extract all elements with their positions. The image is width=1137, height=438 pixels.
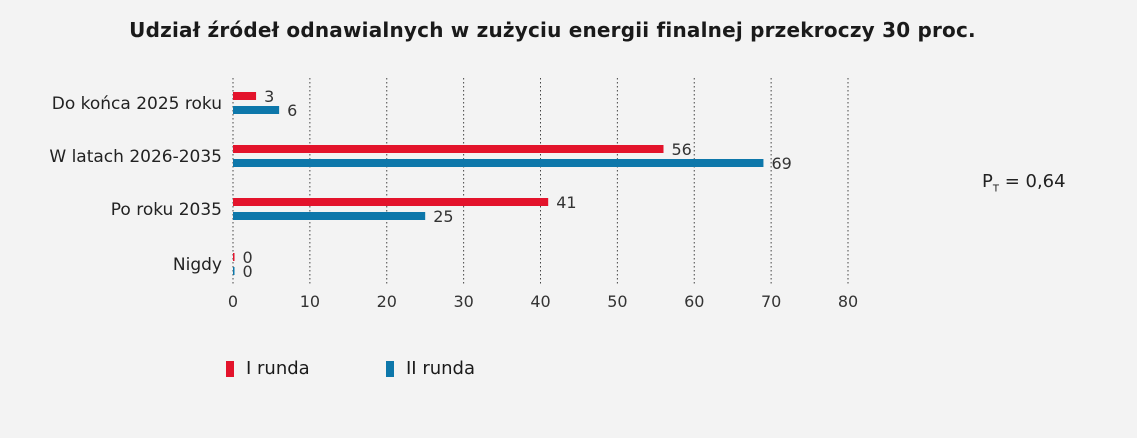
bar	[233, 253, 235, 261]
legend-label-series1: I runda	[246, 358, 310, 379]
bar	[233, 145, 664, 153]
bar	[233, 159, 764, 167]
statistic-subscript: T	[992, 183, 999, 195]
x-tick-label: 30	[453, 292, 473, 311]
category-label: Nigdy	[173, 255, 222, 275]
data-label: 3	[264, 87, 274, 106]
data-label: 25	[433, 207, 453, 226]
legend-swatch-series1	[226, 360, 234, 377]
data-label: 0	[243, 262, 253, 281]
x-tick-label: 40	[530, 292, 550, 311]
data-label: 6	[287, 101, 297, 120]
data-label: 41	[556, 193, 576, 212]
statistic-symbol: P	[982, 171, 993, 192]
category-label: Do końca 2025 roku	[52, 94, 222, 114]
x-tick-label: 80	[838, 292, 858, 311]
bar	[233, 267, 235, 275]
x-tick-label: 60	[684, 292, 704, 311]
bar	[233, 92, 257, 100]
bar	[233, 106, 280, 114]
statistic-value: = 0,64	[1004, 171, 1066, 192]
data-label: 69	[771, 154, 791, 173]
x-tick-label: 0	[228, 292, 238, 311]
bar	[233, 198, 549, 206]
chart-title: Udział źródeł odnawialnych w zużyciu ene…	[129, 18, 976, 42]
data-label: 56	[672, 140, 692, 159]
x-tick-label: 70	[761, 292, 781, 311]
legend-item-series1: I runda	[226, 358, 310, 379]
category-label: W latach 2026-2035	[49, 147, 222, 167]
x-tick-label: 10	[300, 292, 320, 311]
legend-label-series2: II runda	[406, 358, 476, 379]
category-label: Po roku 2035	[111, 200, 222, 220]
bar	[233, 212, 426, 220]
x-tick-label: 20	[377, 292, 397, 311]
legend-item-series2: II runda	[386, 358, 475, 379]
legend-swatch-series2	[386, 360, 394, 377]
x-tick-label: 50	[607, 292, 627, 311]
data-label: 0	[243, 248, 253, 267]
statistic-label: PT = 0,64	[982, 171, 1066, 195]
